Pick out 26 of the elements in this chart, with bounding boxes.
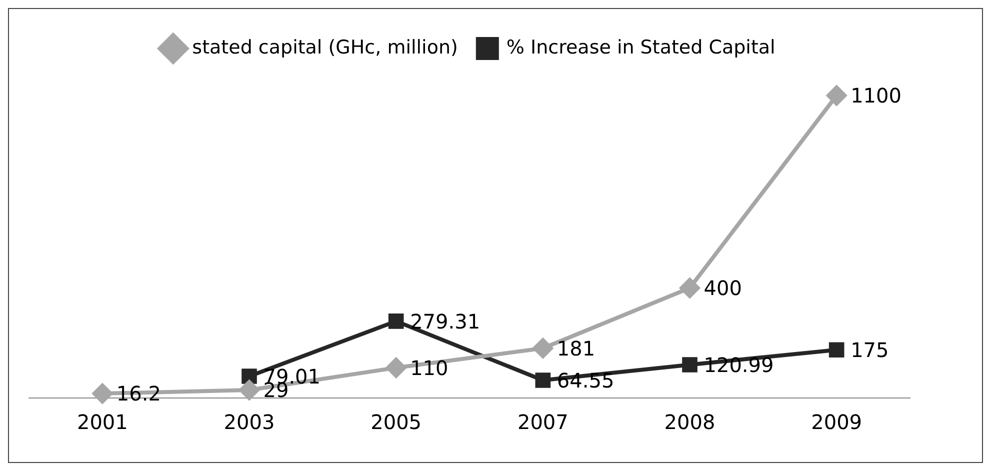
legend-label: stated capital (GHc, million) (192, 36, 458, 58)
point (386, 358, 406, 378)
data-label: 181 (556, 336, 596, 360)
x-tick-label: 2005 (370, 410, 422, 434)
x-tick-label: 2009 (811, 410, 862, 434)
data-label: 1100 (850, 84, 902, 108)
data-label: 110 (410, 356, 448, 380)
point (826, 86, 847, 106)
point (535, 372, 551, 388)
point (828, 342, 844, 358)
point (388, 314, 404, 329)
x-tick-label: 2001 (76, 410, 128, 434)
data-label: 175 (850, 338, 889, 362)
data-label: 400 (704, 276, 742, 300)
data-label: 16.2 (116, 382, 161, 406)
data-label: 279.31 (410, 309, 480, 334)
point (532, 338, 553, 358)
point (680, 278, 700, 298)
point (682, 357, 698, 372)
point (92, 384, 112, 404)
x-tick-label: 2007 (517, 410, 568, 434)
x-tick-label: 2003 (224, 410, 275, 434)
x-tick-label: 2008 (664, 410, 716, 434)
point (239, 380, 260, 400)
point (242, 368, 257, 384)
legend-label: % Increase in Stated Capital (506, 36, 776, 58)
